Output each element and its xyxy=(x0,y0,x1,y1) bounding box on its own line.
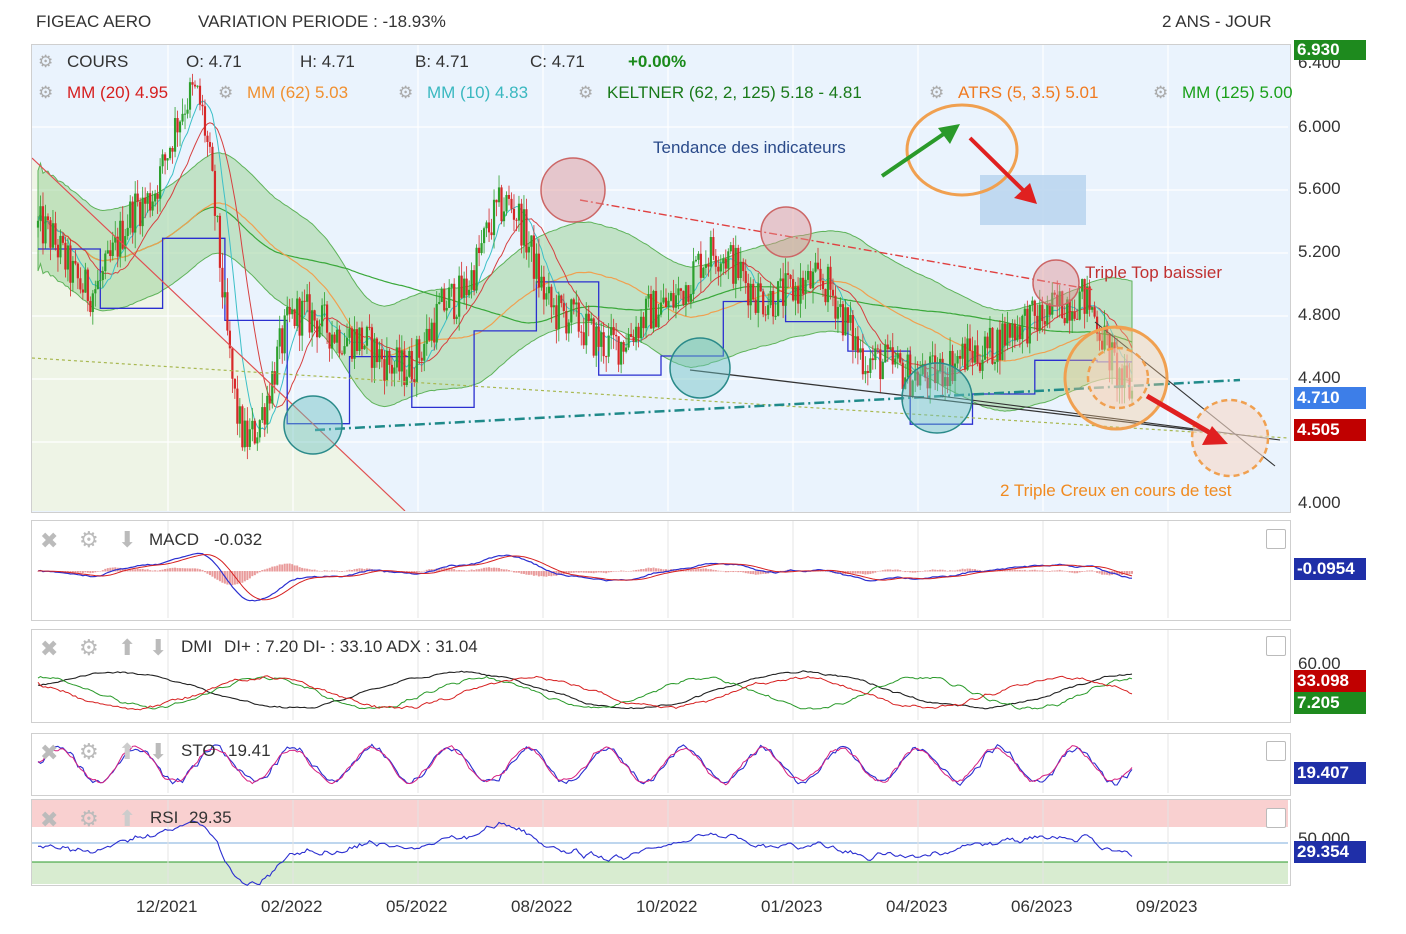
x-tick: 02/2022 xyxy=(261,897,323,916)
gear-icon-mm10[interactable]: ⚙ xyxy=(398,83,414,102)
gear-icon-sto[interactable]: ⚙ xyxy=(79,739,99,764)
gear-icon-keltner[interactable]: ⚙ xyxy=(578,83,594,102)
dmi-tag-red: 33.098 xyxy=(1294,670,1366,692)
x-tick: 01/2023 xyxy=(761,897,823,916)
x-tick: 12/2021 xyxy=(136,897,198,916)
period-selector[interactable]: 2 ANS - JOUR xyxy=(1162,12,1272,31)
mm10-label: MM (10) 4.83 xyxy=(427,83,529,102)
low-value: B: 4.71 xyxy=(415,52,469,71)
price-tag-top: 6.930 xyxy=(1294,40,1366,60)
sto-label: STO xyxy=(181,741,216,760)
macd-tag: -0.0954 xyxy=(1294,558,1366,580)
y-tick: 6.000 xyxy=(1298,117,1341,136)
mm62-label: MM (62) 5.03 xyxy=(247,83,349,102)
trend-annotation: Tendance des indicateurs xyxy=(653,138,846,157)
x-tick: 04/2023 xyxy=(886,897,948,916)
x-tick: 09/2023 xyxy=(1136,897,1198,916)
rsi-tag: 29.354 xyxy=(1294,841,1366,863)
rsi-checkbox[interactable] xyxy=(1266,808,1286,828)
close-icon-rsi[interactable]: ✖ xyxy=(40,807,59,832)
chart-header: FIGEAC AERO VARIATION PERIODE : -18.93% … xyxy=(0,0,1406,44)
dmi-tag-green: 7.205 xyxy=(1294,692,1366,714)
gear-icon-mm20[interactable]: ⚙ xyxy=(38,83,54,102)
dmi-label: DMI xyxy=(181,637,213,656)
sto-value: 19.41 xyxy=(228,741,271,760)
x-tick: 05/2022 xyxy=(386,897,448,916)
gear-icon-macd[interactable]: ⚙ xyxy=(79,527,99,552)
high-value: H: 4.71 xyxy=(300,52,355,71)
triple-top-annotation: Triple Top baissier xyxy=(1085,263,1223,282)
close-icon-dmi[interactable]: ✖ xyxy=(40,636,59,661)
arrow-down-icon-dmi[interactable]: ⬇ xyxy=(149,635,168,660)
rsi-label: RSI xyxy=(150,808,179,827)
macd-value: -0.032 xyxy=(214,530,263,549)
arrow-up-icon-sto[interactable]: ⬆ xyxy=(118,739,137,764)
mm20-label: MM (20) 4.95 xyxy=(67,83,169,102)
gear-icon-rsi[interactable]: ⚙ xyxy=(79,806,99,831)
x-tick: 10/2022 xyxy=(636,897,698,916)
x-tick: 08/2022 xyxy=(511,897,573,916)
dmi-value: DI+ : 7.20 DI- : 33.10 ADX : 31.04 xyxy=(224,637,478,656)
gear-icon-cours[interactable]: ⚙ xyxy=(38,52,54,71)
atrs-label: ATRS (5, 3.5) 5.01 xyxy=(958,83,1099,102)
close-icon-macd[interactable]: ✖ xyxy=(40,528,59,553)
close-value: C: 4.71 xyxy=(530,52,585,71)
gear-icon-atrs[interactable]: ⚙ xyxy=(929,83,945,102)
keltner-label: KELTNER (62, 2, 125) 5.18 - 4.81 xyxy=(607,83,862,102)
y-tick: 5.200 xyxy=(1298,242,1341,261)
rsi-value: 29.35 xyxy=(189,808,232,827)
sto-panel xyxy=(31,733,1291,796)
dmi-axis-top: 60.00 xyxy=(1298,654,1341,673)
open-value: O: 4.71 xyxy=(186,52,242,71)
x-tick: 06/2023 xyxy=(1011,897,1073,916)
ticker-title: FIGEAC AERO xyxy=(36,12,152,31)
dmi-panel xyxy=(31,629,1291,723)
price-tag-support: 4.505 xyxy=(1294,419,1366,441)
y-tick: 5.600 xyxy=(1298,179,1341,198)
macd-label: MACD xyxy=(149,530,200,549)
gear-icon-mm125[interactable]: ⚙ xyxy=(1153,83,1169,102)
y-tick: 4.800 xyxy=(1298,305,1341,324)
arrow-down-icon-macd[interactable]: ⬇ xyxy=(118,527,137,552)
macd-checkbox[interactable] xyxy=(1266,529,1286,549)
dmi-checkbox[interactable] xyxy=(1266,636,1286,656)
y-tick: 4.400 xyxy=(1298,368,1341,387)
sto-checkbox[interactable] xyxy=(1266,741,1286,761)
variation-text: VARIATION PERIODE : -18.93% xyxy=(198,12,446,31)
gear-icon-dmi[interactable]: ⚙ xyxy=(79,635,99,660)
cours-label: COURS xyxy=(67,52,129,71)
change-value: +0.00% xyxy=(628,52,687,71)
arrow-up-icon-rsi[interactable]: ⬆ xyxy=(118,806,137,831)
mm125-label: MM (125) 5.00 xyxy=(1182,83,1293,102)
gear-icon-mm62[interactable]: ⚙ xyxy=(218,83,234,102)
sto-tag: 19.407 xyxy=(1294,762,1366,784)
arrow-down-icon-sto[interactable]: ⬇ xyxy=(149,739,168,764)
triple-creux-annotation: 2 Triple Creux en cours de test xyxy=(1000,481,1232,500)
close-icon-sto[interactable]: ✖ xyxy=(40,740,59,765)
y-tick: 4.000 xyxy=(1298,493,1341,512)
arrow-up-icon-dmi[interactable]: ⬆ xyxy=(118,635,137,660)
price-tag-last: 4.710 xyxy=(1294,387,1366,409)
